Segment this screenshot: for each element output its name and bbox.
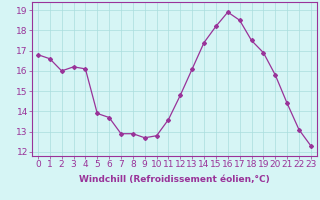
X-axis label: Windchill (Refroidissement éolien,°C): Windchill (Refroidissement éolien,°C) [79, 175, 270, 184]
